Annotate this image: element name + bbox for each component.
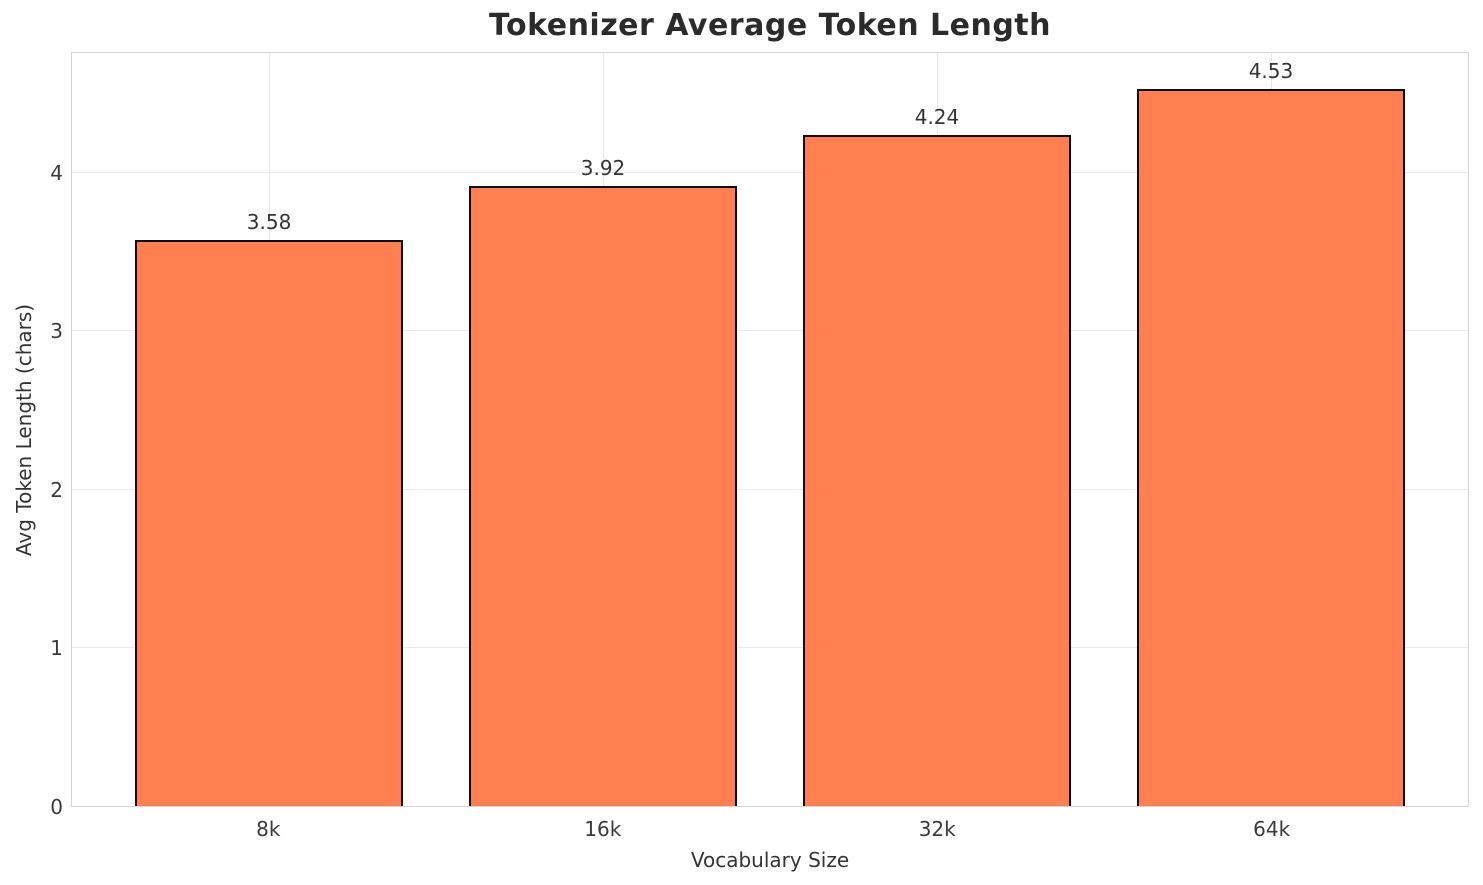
bar-16k [469,185,737,806]
x-axis-label: Vocabulary Size [690,848,850,872]
h-gridline-4 [72,172,1468,174]
y-tick-label-3: 3 [50,319,63,344]
h-gridline-2 [72,488,1468,490]
h-gridline-1 [72,646,1468,648]
bar-value-label-64k: 4.53 [1248,59,1294,84]
x-tick-label-64k: 64k [1253,817,1291,841]
y-tick-label-1: 1 [50,636,63,661]
bar-value-label-32k: 4.24 [914,105,960,130]
x-tick-label-16k: 16k [584,817,622,841]
bar-value-label-16k: 3.92 [580,155,626,180]
x-tick-label-8k: 8k [256,817,281,841]
h-gridline-3 [72,330,1468,332]
y-tick-label-2: 2 [50,477,63,502]
bar-8k [135,239,403,806]
x-tick-label-32k: 32k [918,817,956,841]
bar-value-label-8k: 3.58 [246,209,292,234]
plot-area: 3.58 3.92 4.24 4.53 [71,52,1469,807]
y-tick-label-0: 0 [50,795,63,819]
bar-64k [1137,89,1405,806]
chart-title: Tokenizer Average Token Length [488,8,1051,43]
y-tick-label-4: 4 [50,160,63,185]
bar-32k [803,135,1071,806]
